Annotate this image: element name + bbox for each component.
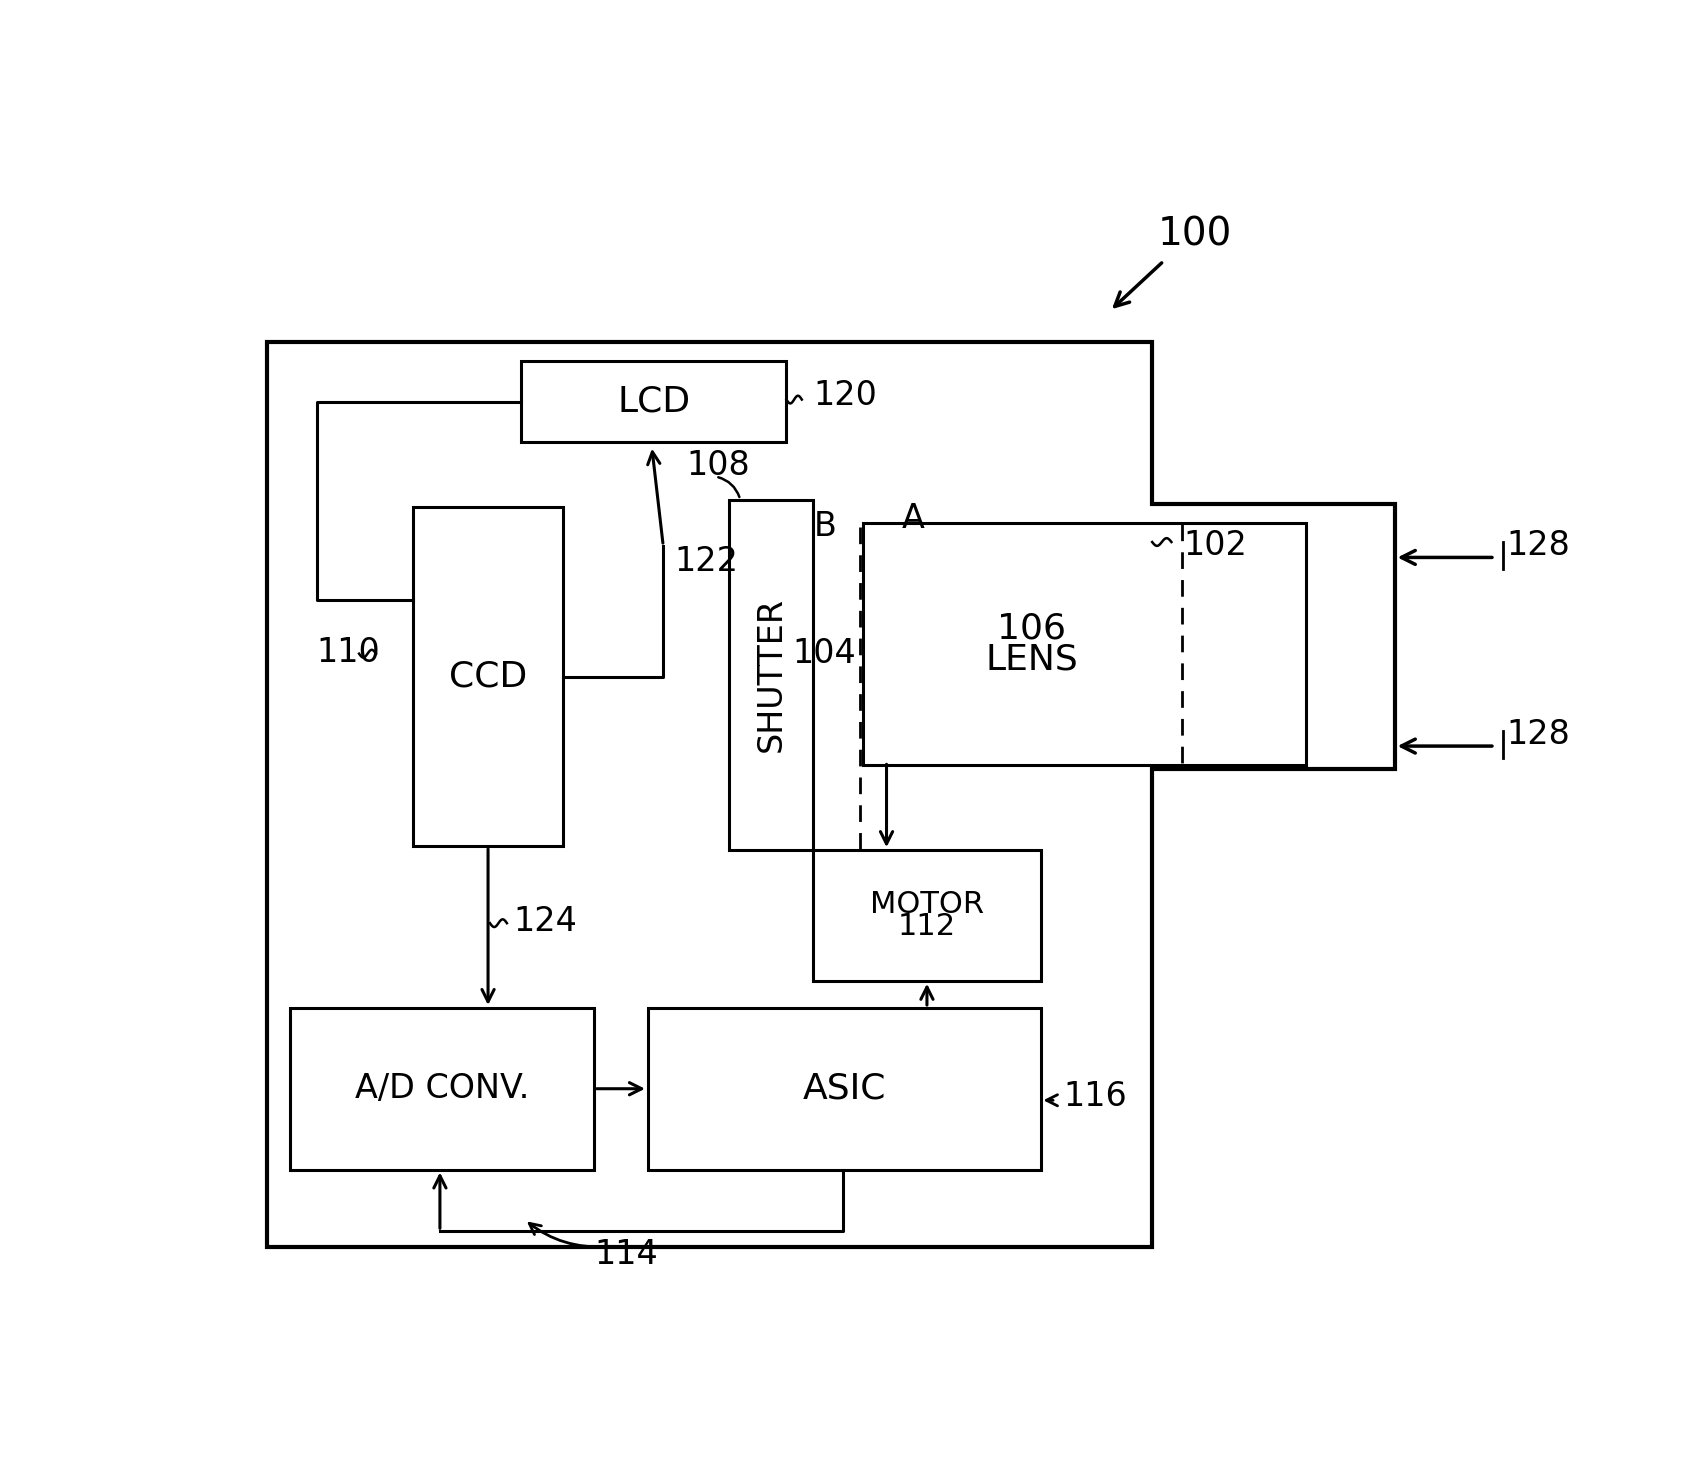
Polygon shape	[267, 342, 1394, 1247]
Text: 106: 106	[997, 611, 1066, 646]
Bar	[521, 361, 786, 442]
Text: 102: 102	[1182, 529, 1246, 563]
Text: 116: 116	[1063, 1080, 1127, 1114]
Text: 112: 112	[897, 912, 956, 940]
Bar	[647, 1008, 1039, 1169]
Text: 122: 122	[674, 545, 739, 577]
Text: ASIC: ASIC	[801, 1072, 885, 1106]
Text: SHUTTER: SHUTTER	[754, 598, 788, 752]
Bar	[413, 507, 562, 846]
Text: 110: 110	[316, 636, 380, 668]
Text: A: A	[902, 502, 924, 535]
Bar	[290, 1008, 594, 1169]
Text: LENS: LENS	[985, 642, 1078, 676]
Text: 104: 104	[791, 638, 856, 670]
Text: LCD: LCD	[616, 385, 689, 419]
Text: A/D CONV.: A/D CONV.	[355, 1072, 528, 1105]
Text: 128: 128	[1506, 718, 1569, 751]
Bar	[863, 523, 1306, 765]
Text: 124: 124	[513, 905, 577, 939]
Text: 108: 108	[686, 448, 749, 482]
Text: CCD: CCD	[448, 660, 526, 693]
Text: 114: 114	[594, 1238, 657, 1271]
Bar	[813, 851, 1039, 981]
Text: MOTOR: MOTOR	[869, 890, 983, 920]
Text: 128: 128	[1506, 529, 1569, 563]
Bar	[728, 499, 813, 851]
Text: 120: 120	[813, 379, 876, 413]
Text: B: B	[813, 510, 835, 544]
Text: 100: 100	[1156, 214, 1231, 253]
